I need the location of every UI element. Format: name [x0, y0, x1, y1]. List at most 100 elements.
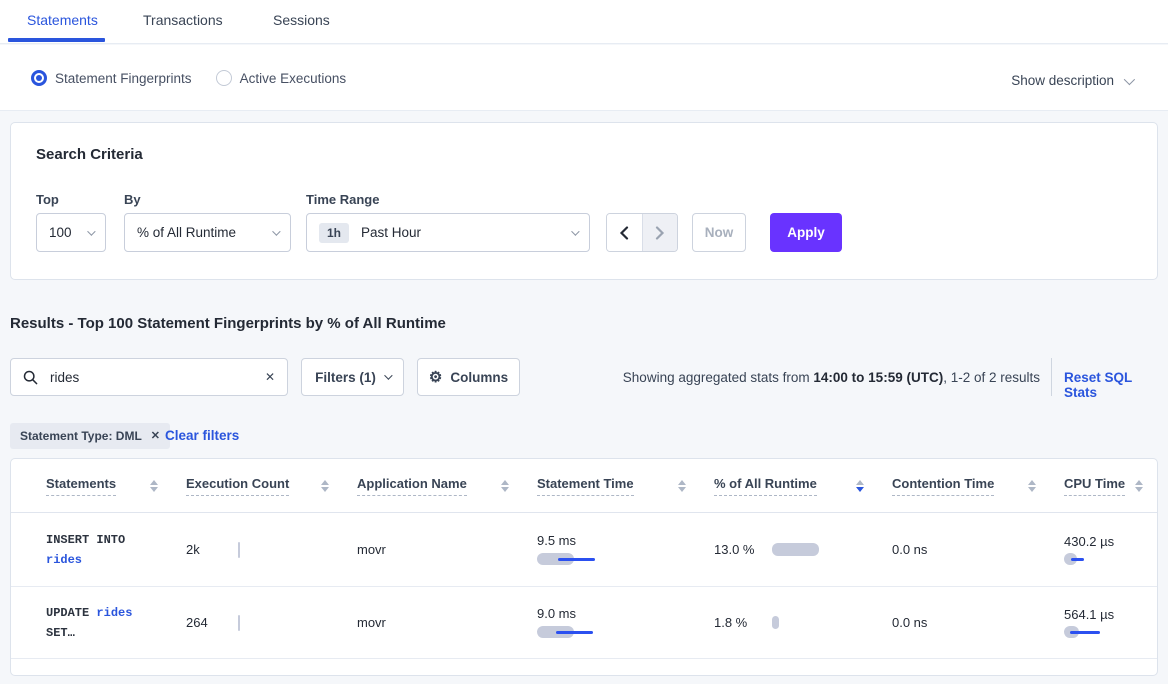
toolbar-divider — [1051, 358, 1052, 396]
remove-filter-icon[interactable]: ✕ — [150, 429, 161, 442]
chevron-down-icon — [384, 371, 393, 380]
execution-count-cell: 2k — [186, 541, 357, 558]
filters-button[interactable]: Filters (1) — [301, 358, 404, 396]
pct-runtime-cell: 1.8 % — [714, 614, 892, 631]
aggregated-stats-text: Showing aggregated stats from 14:00 to 1… — [623, 370, 1040, 385]
pct-runtime-bar — [772, 616, 779, 629]
application-name-cell: movr — [357, 615, 386, 630]
column-header-execution-count[interactable]: Execution Count — [186, 476, 357, 496]
chevron-down-icon — [87, 226, 96, 236]
sort-arrows-icon[interactable] — [501, 479, 509, 492]
pct-runtime-bar — [772, 543, 819, 556]
results-heading: Results - Top 100 Statement Fingerprints… — [10, 315, 446, 332]
now-button[interactable]: Now — [692, 213, 746, 252]
column-header-label: % of All Runtime — [714, 476, 817, 496]
show-description-toggle[interactable]: Show description — [1011, 73, 1136, 88]
sort-arrows-icon[interactable] — [856, 479, 864, 492]
pct-runtime-value: 13.0 % — [714, 542, 755, 557]
stats-suffix: , 1-2 of 2 results — [943, 370, 1040, 385]
cpu-time-value: 430.2 µs — [1064, 534, 1115, 549]
sort-arrows-icon[interactable] — [150, 479, 158, 492]
clear-search-icon[interactable]: ✕ — [264, 370, 275, 384]
sort-arrows-icon[interactable] — [678, 479, 686, 492]
column-header-cpu-time[interactable]: CPU Time — [1064, 476, 1145, 496]
table-row[interactable]: INSERT INTO rides 2k movr 9.5 ms 13.0 % … — [11, 513, 1157, 587]
statement-time-value: 9.5 ms — [537, 533, 577, 548]
chevron-right-icon — [655, 225, 665, 240]
search-input[interactable] — [48, 368, 255, 386]
tab-sessions[interactable]: Sessions — [273, 12, 330, 28]
execution-count-bar — [237, 541, 240, 558]
radio-unselected-icon — [215, 70, 232, 86]
column-header-pct-of-all-runtime[interactable]: % of All Runtime — [714, 476, 892, 496]
statement-time-bar — [537, 626, 617, 639]
top-select-value: 100 — [49, 225, 72, 240]
columns-button[interactable]: ⚙ Columns — [417, 358, 520, 396]
stats-time-range: 14:00 to 15:59 (UTC) — [813, 370, 944, 385]
chevron-left-icon — [620, 225, 629, 240]
pct-runtime-cell: 13.0 % — [714, 541, 892, 558]
column-header-statement-time[interactable]: Statement Time — [537, 476, 714, 496]
cpu-time-bar — [1064, 553, 1124, 566]
by-select[interactable]: % of All Runtime — [124, 213, 291, 252]
top-label: Top — [36, 192, 59, 207]
sql-table-link[interactable]: rides — [46, 552, 83, 567]
column-header-label: Statements — [46, 476, 117, 496]
top-select[interactable]: 100 — [36, 213, 106, 252]
sql-text: UPDATE — [46, 605, 97, 620]
column-header-label: Statement Time — [537, 476, 634, 496]
reset-sql-stats-link[interactable]: Reset SQL Stats — [1064, 370, 1133, 400]
gear-icon: ⚙ — [428, 368, 443, 386]
radio-label: Active Executions — [239, 70, 347, 86]
next-time-range-button[interactable] — [641, 214, 677, 251]
stats-prefix: Showing aggregated stats from — [622, 370, 814, 385]
chevron-down-icon — [272, 226, 281, 236]
apply-button[interactable]: Apply — [770, 213, 842, 252]
time-range-label: Time Range — [306, 192, 380, 207]
contention-time-cell: 0.0 ns — [892, 542, 928, 557]
application-name-cell: movr — [357, 542, 386, 557]
view-mode-bar: Statement Fingerprints Active Executions… — [0, 45, 1168, 111]
time-range-value: Past Hour — [361, 225, 422, 240]
column-header-label: CPU Time — [1064, 476, 1126, 496]
radio-active-executions[interactable]: Active Executions — [215, 70, 347, 86]
time-range-badge: 1h — [319, 222, 350, 243]
top-tab-bar: Statements Transactions Sessions — [0, 0, 1168, 44]
tab-statements[interactable]: Statements — [27, 12, 98, 28]
column-header-statements[interactable]: Statements — [46, 476, 186, 496]
search-criteria-title: Search Criteria — [36, 146, 143, 163]
time-range-select[interactable]: 1h Past Hour — [306, 213, 590, 252]
previous-time-range-button[interactable] — [607, 214, 642, 251]
cpu-time-cell: 564.1 µs — [1064, 606, 1145, 639]
sort-arrows-icon[interactable] — [321, 479, 329, 492]
cpu-time-cell: 430.2 µs — [1064, 533, 1145, 566]
column-header-application-name[interactable]: Application Name — [357, 476, 537, 496]
statement-fingerprint-cell[interactable]: INSERT INTO rides — [46, 530, 186, 570]
column-header-label: Application Name — [357, 476, 467, 496]
clear-filters-link[interactable]: Clear filters — [165, 428, 240, 443]
radio-statement-fingerprints[interactable]: Statement Fingerprints — [31, 70, 192, 86]
sort-arrows-icon[interactable] — [1028, 479, 1036, 492]
sql-text: SET… — [46, 625, 75, 640]
time-range-stepper — [606, 213, 678, 252]
column-header-label: Execution Count — [186, 476, 290, 496]
statement-fingerprint-cell[interactable]: UPDATE rides SET… — [46, 603, 186, 643]
table-row[interactable]: UPDATE rides SET… 264 movr 9.0 ms 1.8 % … — [11, 587, 1157, 659]
sql-text: INSERT INTO — [46, 532, 126, 547]
chevron-down-icon — [1123, 73, 1136, 85]
statement-time-cell: 9.5 ms — [537, 533, 714, 566]
pct-runtime-value: 1.8 % — [714, 615, 748, 630]
search-icon — [23, 370, 38, 384]
column-header-contention-time[interactable]: Contention Time — [892, 476, 1064, 496]
tab-transactions[interactable]: Transactions — [143, 12, 223, 28]
execution-count-value: 264 — [186, 615, 208, 630]
sort-arrows-icon[interactable] — [1135, 479, 1143, 492]
statement-time-cell: 9.0 ms — [537, 606, 714, 639]
cpu-time-bar — [1064, 626, 1124, 639]
active-tab-indicator — [8, 38, 105, 42]
sql-table-link[interactable]: rides — [96, 605, 133, 620]
filters-button-label: Filters (1) — [315, 369, 376, 385]
column-header-label: Contention Time — [892, 476, 995, 496]
statement-time-bar — [537, 553, 617, 566]
filter-chip-statement-type[interactable]: Statement Type: DML ✕ — [10, 423, 171, 449]
